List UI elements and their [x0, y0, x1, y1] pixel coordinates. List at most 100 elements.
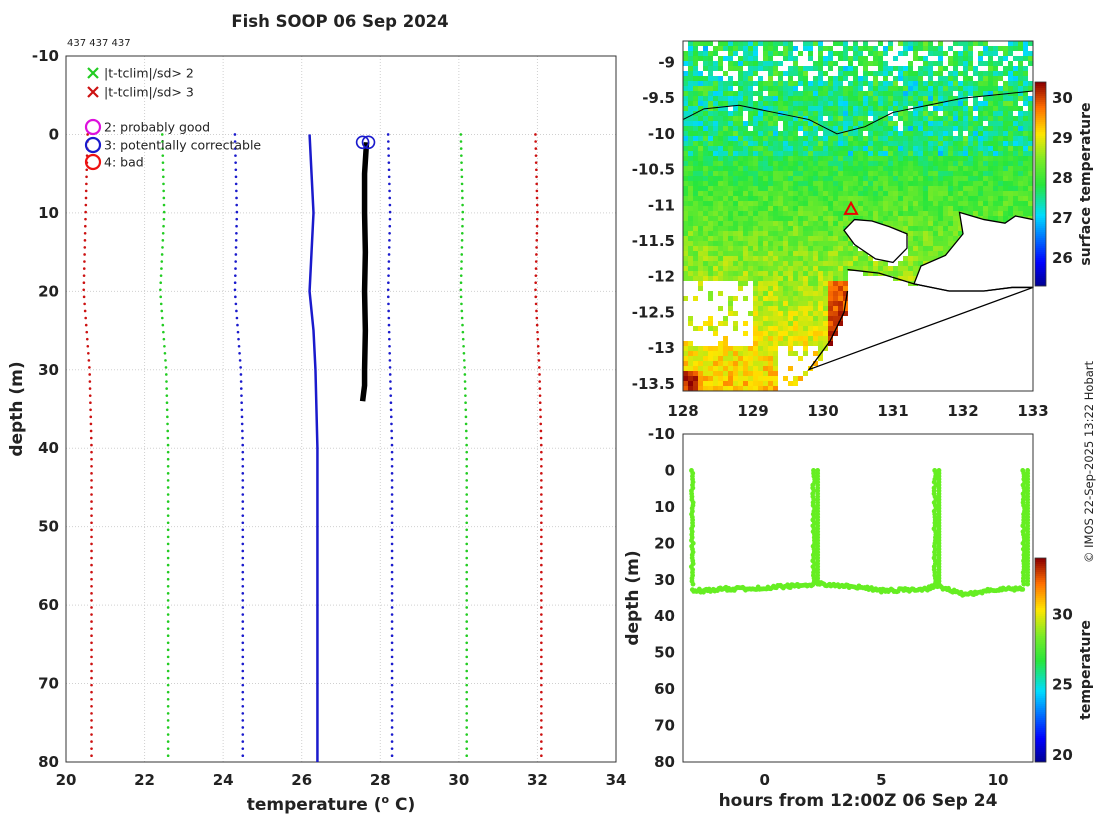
sst-cell	[838, 321, 843, 326]
sst-cell	[963, 191, 968, 196]
sst-cell	[988, 156, 993, 161]
sst-cell	[703, 366, 708, 371]
sst-cell	[758, 176, 763, 181]
sst-cell	[838, 96, 843, 101]
sst-cell	[968, 76, 973, 81]
series-point	[387, 267, 391, 270]
sst-cell	[728, 146, 733, 151]
colorbar-segment	[1035, 148, 1046, 151]
sst-cell	[723, 261, 728, 266]
sst-cell	[793, 276, 798, 281]
sst-cell	[953, 191, 958, 196]
sst-cell	[768, 146, 773, 151]
sst-cell	[748, 386, 753, 391]
colorbar-segment	[1035, 188, 1046, 191]
sst-cell	[1023, 56, 1028, 61]
sst-cell	[983, 156, 988, 161]
sst-cell	[1003, 116, 1008, 121]
sst-cell	[713, 366, 718, 371]
sst-cell	[1008, 96, 1013, 101]
sst-cell	[728, 96, 733, 101]
sst-cell	[1023, 66, 1028, 71]
sst-cell	[808, 291, 813, 296]
sst-cell	[883, 51, 888, 56]
sst-cell	[788, 226, 793, 231]
colorbar-segment	[1035, 160, 1046, 163]
sst-cell	[948, 196, 953, 201]
sst-cell	[818, 341, 823, 346]
sst-cell	[688, 86, 693, 91]
sst-cell	[1013, 81, 1018, 86]
sst-cell	[813, 266, 818, 271]
sst-cell	[918, 71, 923, 76]
sst-cell	[918, 101, 923, 106]
series-point	[241, 450, 245, 454]
sst-cell	[828, 291, 833, 296]
sst-cell	[713, 81, 718, 86]
sst-cell	[748, 276, 753, 281]
sst-cell	[728, 66, 733, 71]
sst-cell	[748, 371, 753, 376]
sst-cell	[708, 86, 713, 91]
series-point	[166, 450, 170, 454]
colorbar-segment	[1035, 560, 1046, 563]
sst-cell	[998, 166, 1003, 171]
sst-cell	[753, 181, 758, 186]
sst-cell	[713, 376, 718, 381]
sst-cell	[1013, 71, 1018, 76]
sst-cell	[703, 146, 708, 151]
sst-cell	[1028, 126, 1033, 131]
sst-cell	[1013, 56, 1018, 61]
sst-cell	[743, 41, 748, 46]
colorbar-segment	[1035, 184, 1046, 187]
series-point	[234, 175, 238, 179]
profile-cast	[688, 468, 696, 587]
sst-cell	[813, 161, 818, 166]
sst-cell	[993, 196, 998, 201]
sst-cell	[1018, 211, 1023, 216]
sst-cell	[978, 41, 983, 46]
sst-field	[683, 41, 1033, 391]
sst-cell	[848, 151, 853, 156]
series-point	[164, 359, 167, 362]
sst-cell	[713, 251, 718, 256]
sst-cell	[1023, 161, 1028, 166]
sst-cell	[733, 371, 738, 376]
sst-cell	[1013, 151, 1018, 156]
sst-cell	[978, 76, 983, 81]
series-point	[535, 231, 539, 235]
sst-cell	[1008, 166, 1013, 171]
sst-cell	[853, 136, 858, 141]
series-point	[162, 182, 165, 186]
sst-cell	[703, 376, 708, 381]
colorbar-segment	[1035, 276, 1046, 279]
sst-cell	[1008, 66, 1013, 71]
series-point	[390, 627, 394, 630]
sst-cell	[813, 171, 818, 176]
sst-cell	[738, 281, 743, 286]
sst-cell	[778, 191, 783, 196]
sst-cell	[893, 136, 898, 141]
sst-cell	[793, 206, 798, 211]
sst-cell	[923, 111, 928, 116]
sst-cell	[778, 61, 783, 66]
sst-cell	[703, 221, 708, 226]
series-point	[540, 754, 543, 758]
sst-cell	[963, 101, 968, 106]
sst-cell	[723, 106, 728, 111]
sst-cell	[1018, 141, 1023, 146]
sst-cell	[888, 166, 893, 171]
sst-cell	[683, 296, 688, 301]
colorbar-segment	[1035, 130, 1046, 133]
sst-cell	[828, 271, 833, 276]
sst-cell	[728, 56, 733, 61]
sst-cell	[833, 146, 838, 151]
series-point	[540, 500, 543, 503]
sst-cell	[1008, 151, 1013, 156]
sst-cell	[758, 226, 763, 231]
time-y-tick-label: 60	[654, 680, 675, 698]
sst-cell	[833, 246, 838, 251]
sst-cell	[878, 151, 883, 156]
colorbar-segment	[1035, 98, 1046, 101]
sst-cell	[783, 256, 788, 261]
